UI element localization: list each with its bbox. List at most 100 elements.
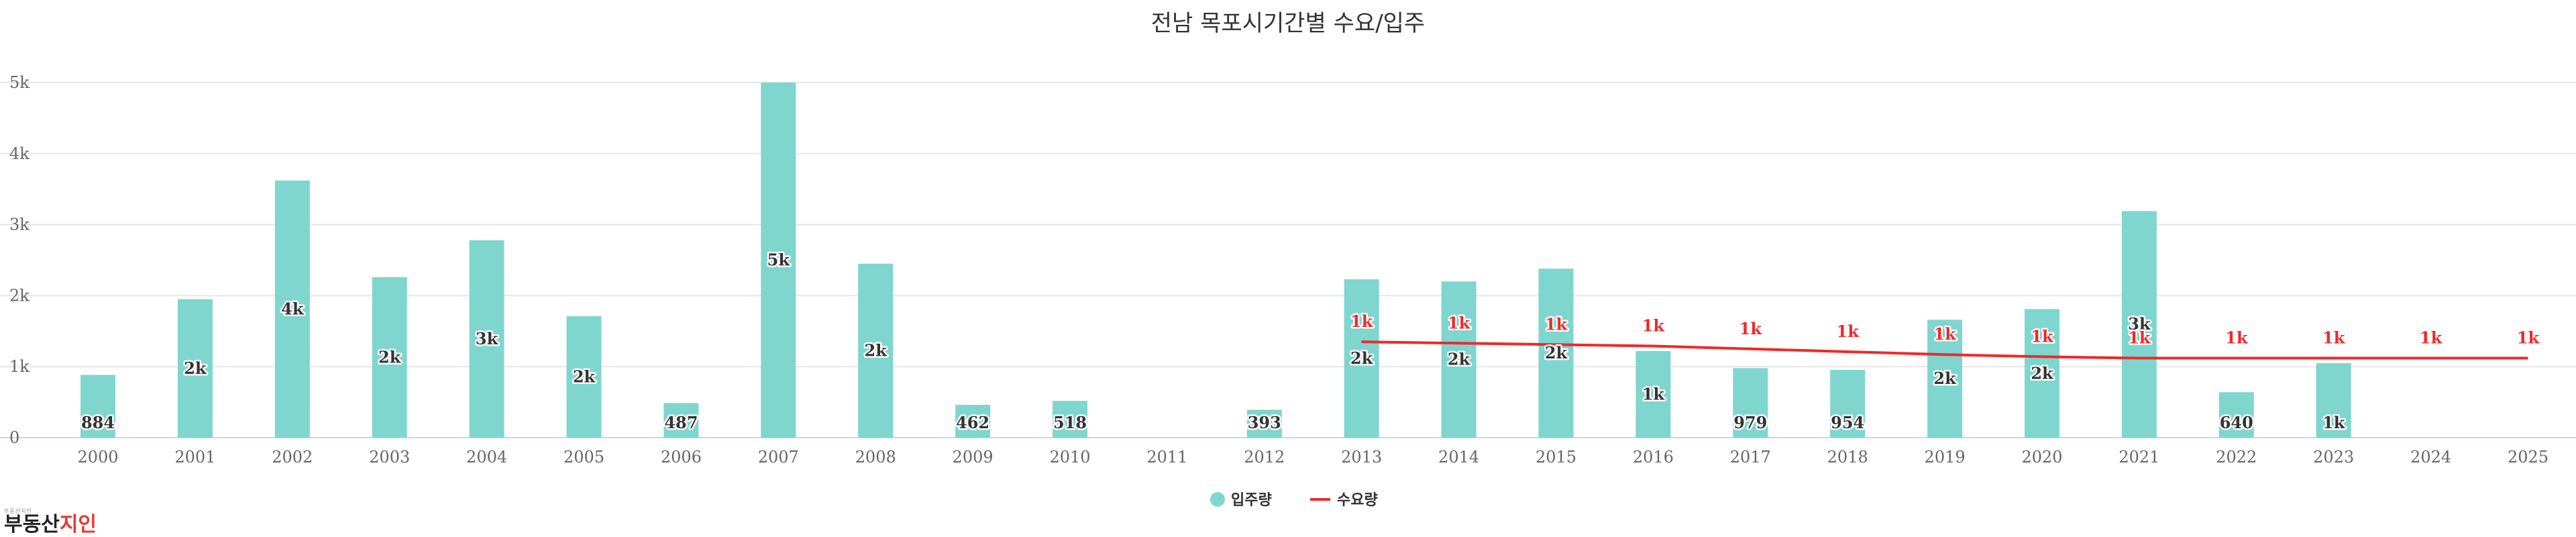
bar-data-label: 487: [664, 413, 698, 432]
line-series: [1361, 340, 2528, 360]
x-axis: 2000 2001 2002 2003 2004 2005 2006 2007 2008 2009…: [77, 448, 2548, 467]
bar[interactable]: [372, 277, 407, 438]
bar[interactable]: [1733, 368, 1768, 438]
line-data-label: 1k: [1448, 313, 1471, 332]
legend-marker-bar: [1210, 492, 1225, 507]
bar-data-label: 640: [2220, 413, 2253, 432]
bar[interactable]: [955, 405, 991, 438]
bar[interactable]: [177, 299, 213, 438]
legend-label-supply: 입주량: [1231, 492, 1272, 509]
bar-data-label: 2k: [1350, 348, 1374, 368]
legend-item-supply[interactable]: 입주량: [1210, 492, 1272, 509]
y-tick-label: 4k: [9, 144, 30, 163]
line-data-label: 1k: [1837, 322, 1860, 341]
bar-data-label: 1k: [2322, 413, 2346, 432]
logo-prefix: 부동산: [4, 513, 60, 536]
bar-data-label: 2k: [378, 347, 402, 367]
demand-line[interactable]: [1361, 340, 2528, 360]
bar[interactable]: [566, 316, 602, 438]
bar-data-label: 2k: [2031, 363, 2054, 383]
bar-data-label: 5k: [767, 250, 791, 270]
data-labels: 884 2k 4k 2k 3k 2k 487 5k 2k 462 518 393 2k 2k 2k 1k 979…: [79, 248, 2542, 434]
x-tick-label: 2015: [1536, 448, 1576, 467]
bar[interactable]: [80, 375, 115, 438]
legend-label-demand: 수요량: [1337, 492, 1378, 509]
x-tick-label: 2007: [758, 448, 799, 467]
x-tick-label: 2002: [272, 448, 313, 467]
bar[interactable]: [1053, 401, 1087, 438]
line-data-label: 1k: [2128, 328, 2151, 348]
legend[interactable]: 입주량 수요량: [1210, 492, 1378, 509]
line-data-label: 1k: [1350, 311, 1374, 331]
line-data-label: 1k: [2420, 328, 2443, 348]
y-axis: 0 1k 2k 3k 4k 5k: [9, 73, 30, 447]
x-tick-label: 2012: [1244, 448, 1285, 467]
bar[interactable]: [1344, 279, 1379, 438]
bar-data-label: 393: [1248, 413, 1281, 432]
x-tick-label: 2003: [369, 448, 410, 467]
x-tick-label: 2025: [2508, 448, 2548, 467]
bar-data-label: 2k: [865, 340, 888, 360]
line-data-label: 1k: [2517, 328, 2540, 348]
bar-data-label: 3k: [476, 329, 499, 348]
legend-item-demand[interactable]: 수요량: [1310, 492, 1378, 509]
x-tick-label: 2005: [564, 448, 604, 467]
bar[interactable]: [2025, 309, 2059, 438]
x-tick-label: 2001: [174, 448, 215, 467]
bar-data-label: 2k: [1545, 343, 1568, 362]
bar[interactable]: [1441, 281, 1477, 438]
bar-data-label: 2k: [573, 367, 596, 387]
x-tick-label: 2006: [661, 448, 702, 467]
x-tick-label: 2010: [1049, 448, 1090, 467]
x-tick-label: 2023: [2313, 448, 2354, 467]
bar-data-label: 954: [1831, 413, 1864, 432]
bar[interactable]: [858, 263, 894, 438]
bar[interactable]: [1246, 409, 1282, 438]
bar[interactable]: [2218, 392, 2254, 438]
line-data-label: 1k: [1739, 319, 1763, 338]
bar-data-label: 1k: [1642, 384, 1666, 403]
bar-data-label: 518: [1053, 413, 1087, 432]
x-tick-label: 2008: [855, 448, 896, 467]
y-tick-label: 2k: [9, 286, 30, 305]
bar[interactable]: [663, 403, 699, 438]
bar[interactable]: [761, 83, 796, 438]
chart-title: 전남 목포시기간별 수요/입주: [1151, 10, 1425, 37]
bar[interactable]: [2316, 362, 2351, 438]
bar-data-label: 884: [81, 413, 115, 432]
bar-data-label: 3k: [2128, 314, 2151, 334]
bar-data-label: 2k: [184, 358, 207, 378]
line-data-label: 1k: [1933, 324, 1957, 344]
x-tick-label: 2009: [953, 448, 994, 467]
bar[interactable]: [2121, 211, 2157, 438]
bar[interactable]: [1927, 320, 1963, 438]
line-data-label: 1k: [1545, 314, 1568, 334]
x-tick-label: 2013: [1341, 448, 1382, 467]
x-tick-label: 2017: [1730, 448, 1771, 467]
x-tick-label: 2011: [1146, 448, 1187, 467]
y-tick-label: 0: [9, 428, 19, 447]
y-tick-label: 1k: [9, 357, 30, 376]
x-tick-label: 2016: [1633, 448, 1674, 467]
line-data-label: 1k: [2031, 326, 2054, 346]
bar[interactable]: [1538, 268, 1574, 438]
bar[interactable]: [469, 240, 504, 438]
logo-small-text: 부동산지인: [4, 508, 32, 514]
x-tick-label: 2000: [77, 448, 118, 467]
x-tick-label: 2014: [1438, 448, 1479, 467]
bar-data-label: 2k: [1448, 350, 1471, 369]
x-tick-label: 2021: [2118, 448, 2159, 467]
line-data-label: 1k: [2225, 328, 2249, 348]
x-tick-label: 2004: [466, 448, 507, 467]
bar-series: [80, 83, 2351, 438]
x-tick-label: 2020: [2021, 448, 2062, 467]
bar[interactable]: [1830, 370, 1866, 438]
bar[interactable]: [274, 181, 310, 438]
line-data-label: 1k: [1642, 316, 1666, 336]
bar[interactable]: [1635, 350, 1671, 438]
logo-accent: 지인: [59, 513, 97, 536]
x-tick-label: 2019: [1925, 448, 1966, 467]
y-tick-label: 3k: [9, 215, 30, 234]
x-tick-label: 2024: [2410, 448, 2451, 467]
